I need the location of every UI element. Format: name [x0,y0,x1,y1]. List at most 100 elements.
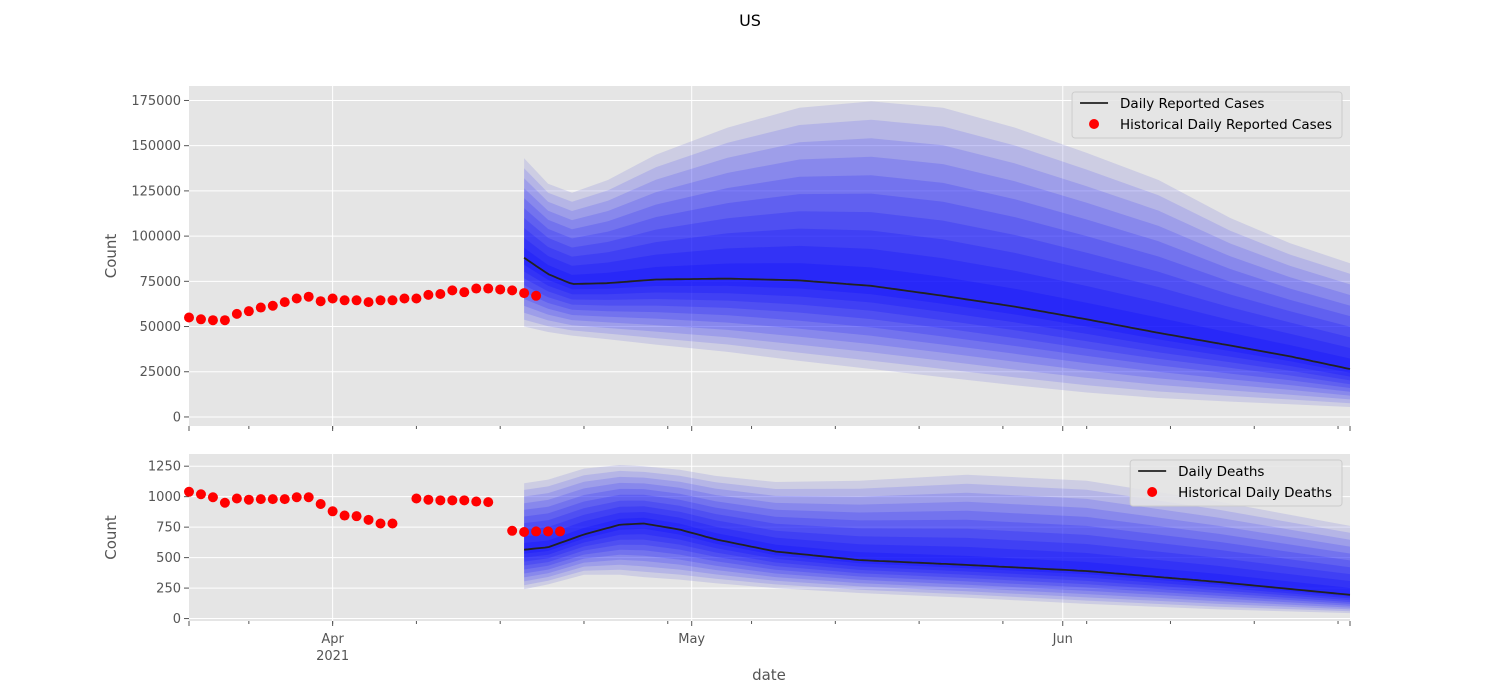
historical-point [279,494,290,505]
historical-point [459,495,470,506]
figure-title: US [739,11,761,30]
historical-point [315,498,326,509]
historical-point [207,492,218,503]
historical-point [351,295,362,306]
x-axis-label: date [752,666,786,684]
forecast-band [524,512,1350,599]
y-tick-label: 750 [156,521,181,536]
y-tick-label: 1250 [148,460,181,475]
historical-point [459,287,470,298]
historical-point [531,290,542,301]
median-line [524,522,1351,596]
y-tick-label: 75000 [140,275,181,290]
historical-point [184,486,194,497]
y-tick-label: 0 [173,410,181,425]
historical-point [243,306,254,317]
historical-point [243,494,254,505]
y-tick-label: 175000 [131,94,181,109]
historical-point [327,506,338,517]
y-axis-label: Count [102,515,120,560]
historical-point [315,296,326,307]
historical-point [184,312,194,323]
y-tick-label: 50000 [140,320,181,335]
historical-point [291,492,302,503]
plot-area [189,86,1350,426]
historical-point [303,291,314,302]
forecast-band [524,500,1350,603]
historical-point [255,494,266,505]
historical-point [519,288,530,299]
historical-point [375,518,386,529]
forecast-band [524,517,1350,597]
forecast-bands [524,465,1350,614]
x-tick-label: May [678,632,705,647]
forecast-band [524,119,1350,404]
forecast-band [524,237,1350,377]
historical-point [519,527,530,538]
legend: Daily Reported Cases Historical Daily Rep… [1071,91,1343,139]
historical-point [219,315,230,326]
historical-point [531,526,542,537]
x-tick-label: Apr [321,632,344,647]
shared-x-axis: Apr 2021 May Jun [316,632,1073,664]
historical-point [195,489,206,500]
legend-box [1129,459,1343,507]
y-tick-label: 0 [173,612,181,627]
legend: Daily Deaths Historical Daily Deaths [1129,459,1343,507]
y-tick-label: 150000 [131,139,181,154]
median-line [523,257,1351,370]
forecast-bands [524,101,1350,408]
historical-point [435,288,446,299]
legend-box [1071,91,1343,139]
forecast-band [524,228,1350,381]
forecast-band [524,138,1350,400]
legend-dot-swatch [1147,487,1158,497]
y-tick-label: 250 [156,582,181,597]
legend-dot-label: Historical Daily Reported Cases [1120,117,1332,133]
historical-point [387,295,398,306]
y-tick-label: 100000 [131,230,181,245]
historical-point [231,493,242,504]
historical-point [219,497,230,508]
y-tick-label: 25000 [140,365,181,380]
legend-dot-label: Historical Daily Deaths [1178,485,1332,501]
historical-point [471,496,482,507]
x-tick-sublabel: 2021 [316,649,349,664]
legend-line-label: Daily Deaths [1178,464,1264,480]
historical-point [495,284,506,295]
historical-point [231,308,242,319]
historical-point [207,315,218,326]
historical-point [255,302,266,313]
historical-point [267,494,278,505]
historical-point [507,285,518,296]
x-tick-label: Jun [1052,632,1073,647]
historical-point [411,293,422,304]
historical-point [423,289,434,300]
y-axis-label: Count [102,234,120,279]
historical-point [267,300,278,311]
historical-point [375,295,386,306]
historical-point [435,495,446,506]
legend-line-label: Daily Reported Cases [1120,96,1264,112]
historical-point [447,495,458,506]
forecast-band [524,193,1350,388]
historical-point [507,525,518,536]
legend-dot-swatch [1089,119,1100,129]
forecast-band [524,506,1350,601]
historical-point [327,293,338,304]
historical-point [363,297,374,308]
historical-point [339,510,350,521]
historical-point [303,492,314,503]
y-tick-label: 1000 [148,490,181,505]
y-tick-label: 125000 [131,184,181,199]
y-tick-label: 500 [156,551,181,566]
historical-point [363,514,374,525]
historical-point [195,314,206,325]
forecast-band [524,211,1350,385]
forecast-band [524,175,1350,392]
historical-point [291,293,302,304]
historical-point [483,497,494,508]
historical-point [543,526,554,537]
historical-point [447,285,458,296]
